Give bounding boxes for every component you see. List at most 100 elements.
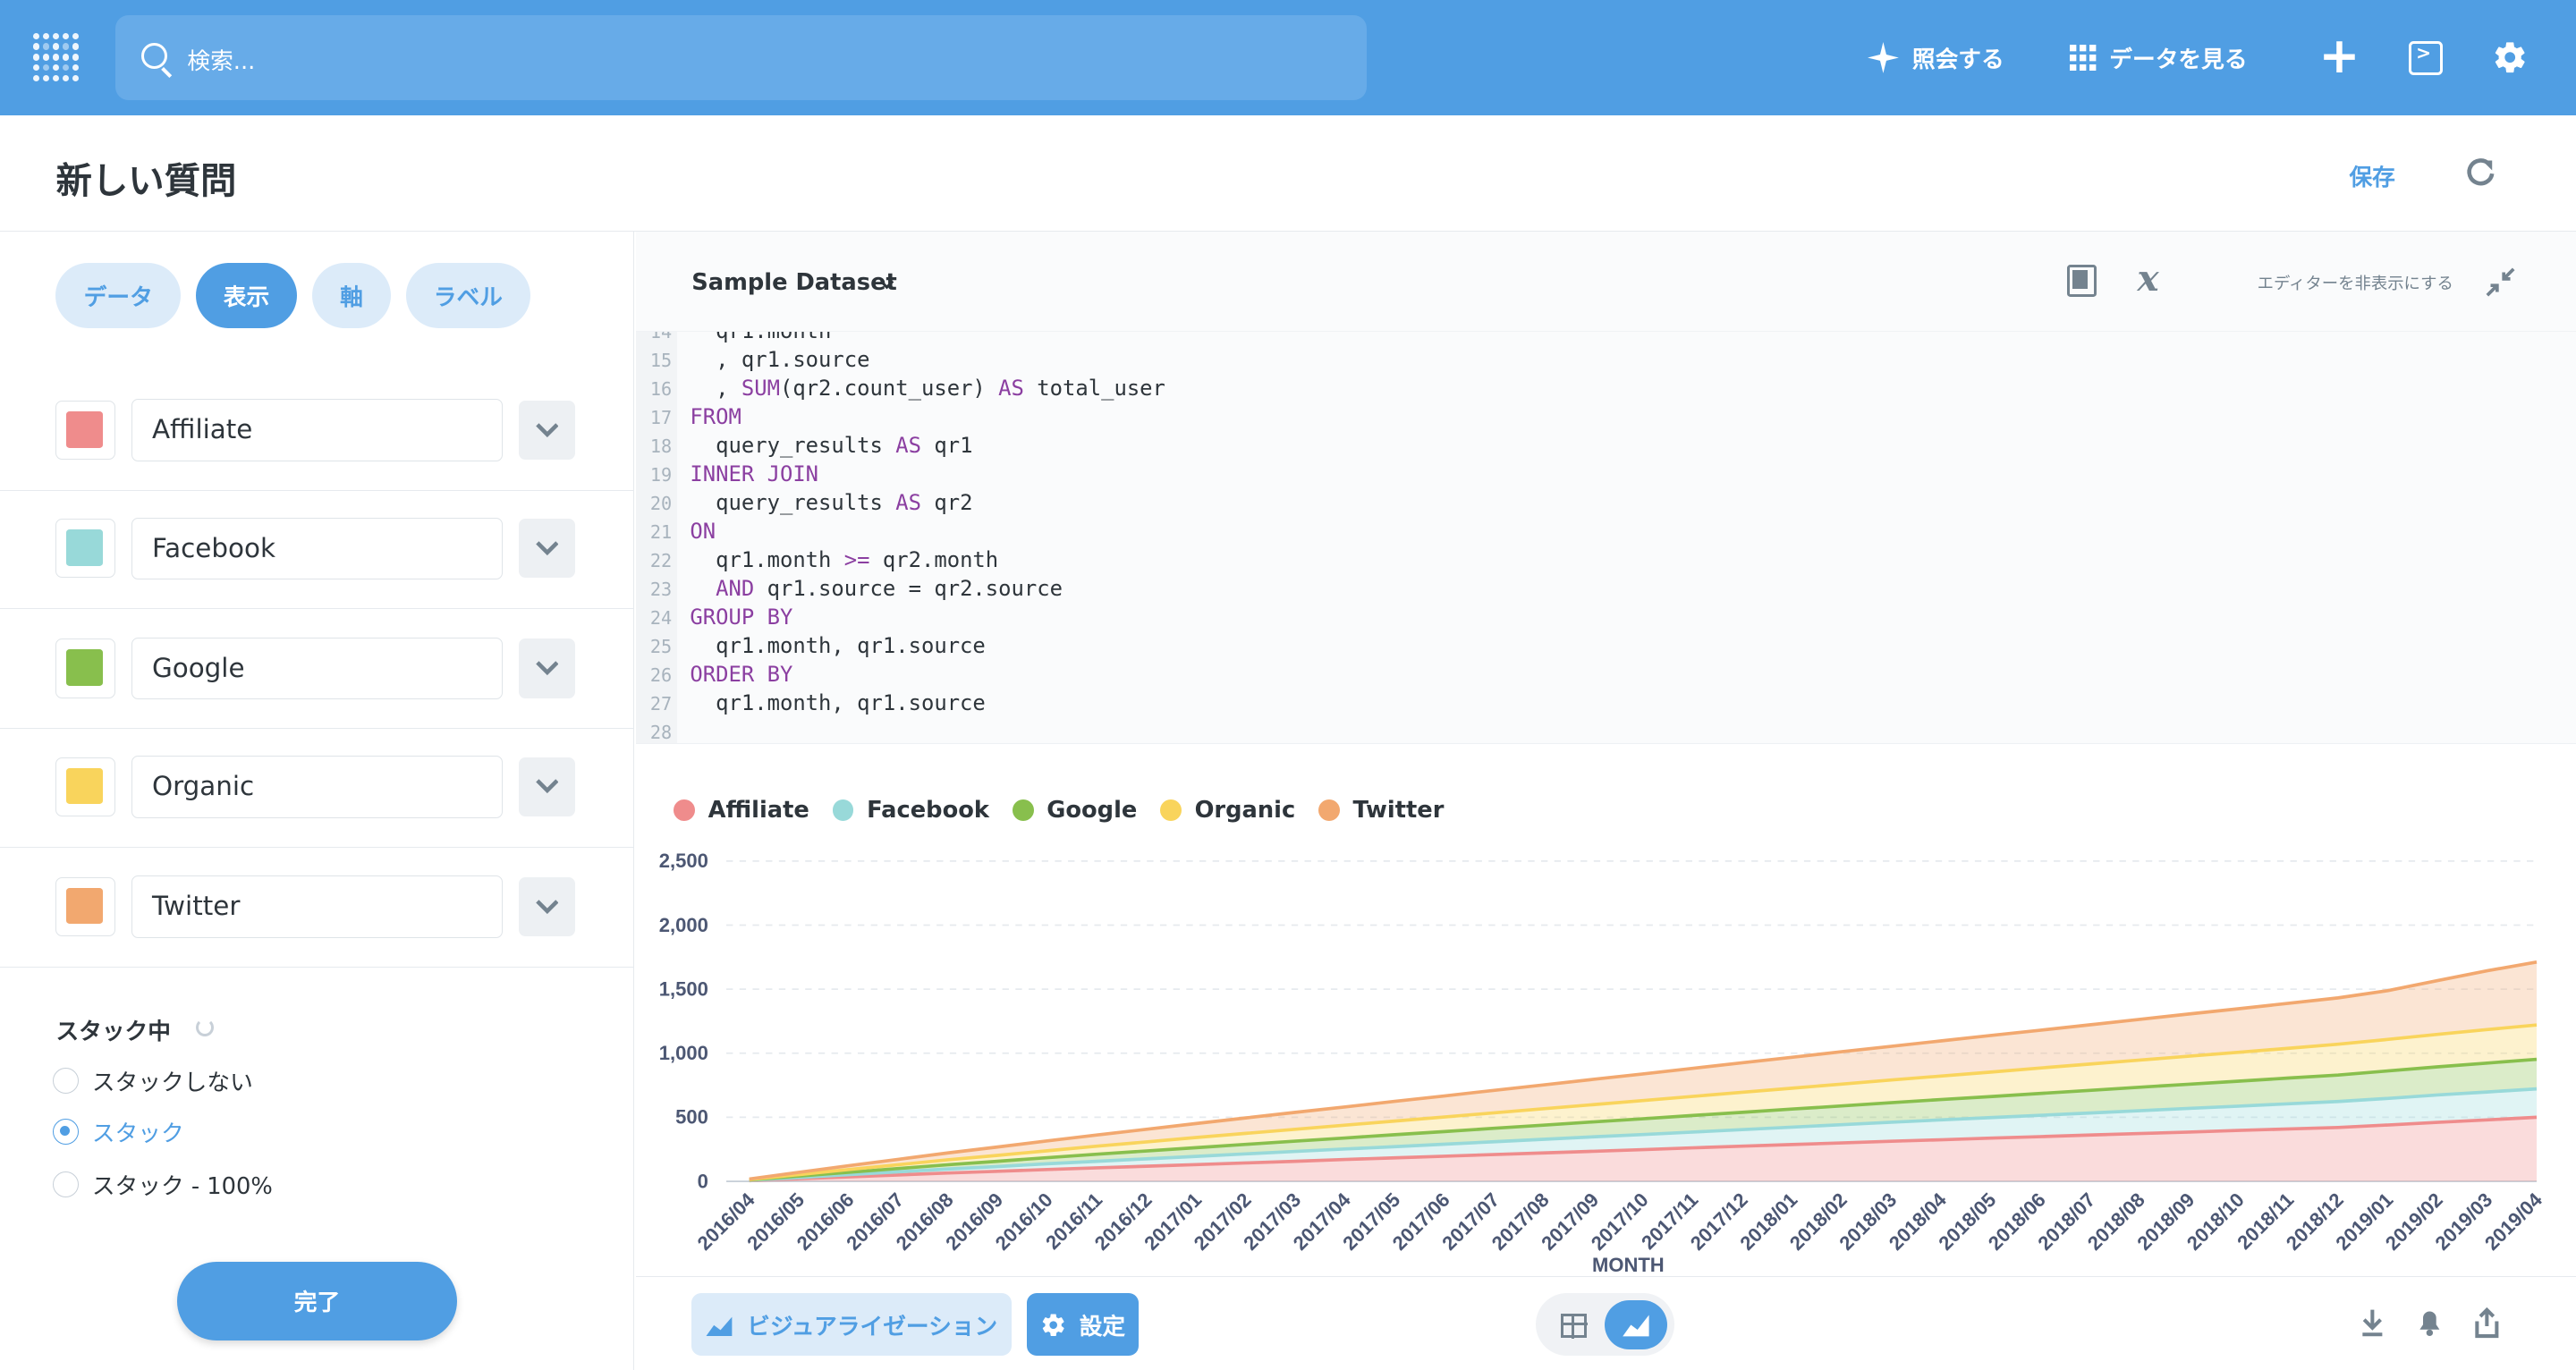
browse-data-label: データを見る	[2109, 46, 2248, 73]
line-affiliate[interactable]	[749, 1115, 2537, 1182]
legend-dot	[674, 799, 695, 821]
expand-series-button[interactable]	[519, 401, 575, 461]
radio-stack-100[interactable]	[52, 1171, 80, 1197]
legend-label: Organic	[1194, 796, 1296, 824]
color-picker[interactable]	[55, 876, 115, 936]
share-icon[interactable]	[2470, 1307, 2504, 1340]
question-header: 新しい質問 保存	[0, 115, 2576, 232]
settings-button[interactable]: 設定	[1026, 1293, 1139, 1357]
line-twitter[interactable]	[749, 960, 2538, 1180]
series-name-input[interactable]: Google	[131, 637, 504, 700]
line-facebook[interactable]	[749, 1087, 2537, 1182]
chart-legend: Affiliate Facebook Google Organic Twitte…	[674, 797, 1444, 824]
browse-data-button[interactable]: データを見る	[2070, 36, 2248, 79]
search-placeholder: 検索...	[187, 47, 256, 75]
color-picker[interactable]	[55, 401, 115, 461]
legend-label: Twitter	[1352, 796, 1445, 824]
code-line: 27 qr1.month, qr1.source	[636, 690, 986, 719]
sql-editor-icon[interactable]	[2408, 40, 2444, 76]
series-name-input[interactable]: Affiliate	[131, 399, 504, 462]
save-button[interactable]: 保存	[2349, 165, 2395, 192]
color-swatch	[66, 649, 103, 686]
editor-header: Sample Dataset x エディターを非表示にする	[635, 231, 2576, 332]
legend-item-twitter[interactable]: Twitter	[1318, 796, 1445, 824]
expand-series-button[interactable]	[519, 519, 575, 579]
line-number: 21	[649, 521, 673, 544]
variables-x-icon[interactable]: x	[2137, 256, 2159, 300]
view-toggle[interactable]	[1536, 1293, 1674, 1357]
line-organic[interactable]	[749, 1022, 2537, 1181]
expand-series-button[interactable]	[519, 757, 575, 816]
radio-label-stack[interactable]: スタック	[91, 1121, 184, 1148]
tab-data[interactable]: データ	[55, 262, 181, 329]
top-navigation-bar: 検索... 照会する データを見る +	[0, 0, 2576, 115]
code-text: query_results AS qr1	[690, 433, 973, 459]
search-input[interactable]: 検索...	[114, 14, 1368, 101]
radio-no-stack[interactable]	[52, 1067, 80, 1095]
legend-dot	[1318, 799, 1340, 821]
dataset-selector[interactable]: Sample Dataset	[691, 269, 897, 297]
tab-axes[interactable]: 軸	[311, 262, 392, 329]
stacked-area-chart[interactable]: 05001,0001,5002,0002,5002016/042016/0520…	[636, 840, 2576, 1277]
code-text: qr1.month	[690, 332, 831, 343]
sparkle-icon	[1868, 41, 1900, 73]
series-name-input[interactable]: Facebook	[131, 517, 504, 580]
line-number: 24	[649, 606, 673, 629]
code-text: FROM	[690, 404, 741, 430]
series-name-input[interactable]: Twitter	[131, 875, 504, 938]
settings-gear-icon[interactable]	[2492, 39, 2528, 75]
line-number: 26	[649, 664, 673, 686]
legend-dot	[1012, 799, 1034, 821]
visualization-button[interactable]: ビジュアライゼーション	[691, 1293, 1013, 1357]
page-title: 新しい質問	[55, 158, 237, 202]
collapse-arrows-icon[interactable]	[2486, 267, 2515, 297]
legend-item-google[interactable]: Google	[1012, 796, 1138, 824]
expand-series-button[interactable]	[519, 638, 575, 698]
search-icon	[140, 42, 168, 70]
series-name-input[interactable]: Organic	[131, 755, 504, 818]
radio-stack[interactable]	[52, 1118, 80, 1146]
data-reference-book-icon[interactable]	[2066, 264, 2097, 298]
download-icon[interactable]	[2356, 1307, 2389, 1340]
legend-item-affiliate[interactable]: Affiliate	[674, 797, 809, 824]
refresh-icon[interactable]	[2464, 156, 2497, 189]
area-organic[interactable]	[749, 1024, 2537, 1180]
tab-labels[interactable]: ラベル	[405, 262, 531, 329]
reset-icon[interactable]	[195, 1018, 214, 1036]
radio-label-stack-100[interactable]: スタック - 100%	[91, 1172, 273, 1200]
done-button[interactable]: 完了	[177, 1261, 457, 1340]
metabase-logo-icon[interactable]	[32, 32, 82, 82]
alert-bell-icon[interactable]	[2413, 1307, 2446, 1340]
chart-panel	[635, 744, 2576, 1277]
gear-icon	[1042, 1314, 1064, 1336]
code-text: AND qr1.source = qr2.source	[716, 575, 1063, 601]
line-number: 14	[649, 332, 673, 343]
code-line: 26 ORDER BY	[636, 662, 792, 690]
radio-label-no-stack[interactable]: スタックしない	[91, 1070, 253, 1097]
legend-label: Google	[1046, 796, 1138, 824]
ask-question-button[interactable]: 照会する	[1868, 36, 2004, 79]
y-tick-label: 1,500	[659, 977, 708, 1000]
new-plus-icon[interactable]: +	[2318, 26, 2360, 84]
color-picker[interactable]	[55, 519, 115, 579]
tab-display[interactable]: 表示	[195, 262, 298, 329]
expand-series-button[interactable]	[519, 876, 575, 936]
code-text: query_results AS qr2	[690, 490, 973, 516]
legend-item-organic[interactable]: Organic	[1160, 797, 1295, 824]
code-text: GROUP BY	[690, 604, 793, 630]
legend-item-facebook[interactable]: Facebook	[832, 797, 989, 824]
line-gutter	[635, 332, 677, 744]
color-swatch	[66, 767, 103, 805]
stacking-title: スタック中	[55, 1019, 171, 1046]
line-number: 25	[649, 635, 673, 657]
line-google[interactable]	[749, 1057, 2537, 1181]
grid-icon	[2070, 44, 2097, 71]
color-swatch	[66, 887, 103, 925]
chart-view-button[interactable]	[1605, 1299, 1668, 1349]
color-picker[interactable]	[55, 638, 115, 698]
table-view-icon[interactable]	[1560, 1313, 1589, 1340]
chevron-down-icon	[535, 661, 559, 676]
color-picker[interactable]	[55, 757, 115, 816]
hide-editor-button[interactable]: エディターを非表示にする	[2257, 275, 2453, 294]
